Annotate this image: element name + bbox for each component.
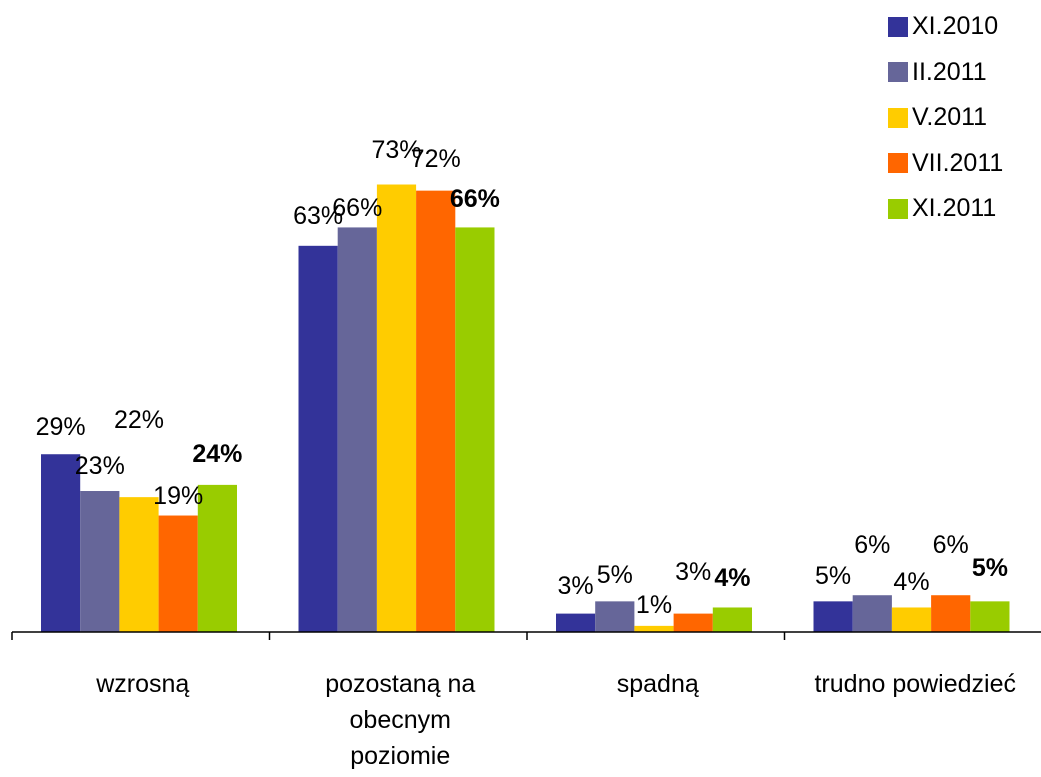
legend-item-4: VII.2011 <box>888 147 1003 180</box>
data-label-2-1: 23% <box>75 452 125 480</box>
bar-1-2 <box>298 245 338 632</box>
bar-5-2 <box>455 227 495 633</box>
legend-swatch <box>888 153 908 173</box>
category-label-2-line-3: poziomie <box>350 742 450 770</box>
x-axis <box>11 631 1041 640</box>
bar-4-2 <box>416 190 456 632</box>
legend-item-3: V.2011 <box>888 101 1003 134</box>
data-label-5-1: 24% <box>192 440 242 468</box>
legend-item-2: II.2011 <box>888 56 1003 89</box>
category-label-2-line-2: obecnym <box>350 706 451 734</box>
bar-2-1 <box>80 491 120 632</box>
data-label-5-2: 66% <box>450 185 500 213</box>
data-label-3-2: 73% <box>371 136 421 164</box>
legend-swatch <box>888 16 908 37</box>
bar-3-1 <box>119 497 159 632</box>
data-label-1-2: 63% <box>293 202 343 230</box>
data-labels-layer: 29%63%3% 5%23%66%5%6%22%73%1%4%19%72%3%6%… <box>36 136 1008 619</box>
legend-label: XI.2011 <box>912 194 997 222</box>
bar-2-3 <box>595 601 635 632</box>
bar-5-3 <box>712 607 752 632</box>
legend-item-1: XI.2010 <box>888 10 1003 43</box>
bar-1-3 <box>556 613 596 632</box>
legend-swatch <box>888 62 908 82</box>
data-label-3-3: 1% <box>636 591 672 619</box>
data-label-3-4: 4% <box>893 568 929 596</box>
category-label-3-line-1: spadną <box>617 670 699 698</box>
data-label-2-2: 66% <box>332 194 382 222</box>
data-label-1-1: 29% <box>36 413 86 441</box>
bar-1-4 <box>813 601 853 632</box>
bar-5-1 <box>197 484 237 632</box>
data-label-4-4: 6% <box>933 531 969 559</box>
category-label-2-line-1: pozostaną na <box>325 670 475 698</box>
data-label-5-4: 5% <box>972 554 1008 582</box>
legend: XI.2010 II.2011 V.2011 VII.2011 XI.2011 <box>888 10 1003 238</box>
bar-2-4 <box>852 595 892 632</box>
data-label-2-4: 6% <box>854 531 890 559</box>
legend-swatch <box>888 198 908 219</box>
bar-3-4 <box>891 607 932 632</box>
bar-4-4 <box>931 595 971 632</box>
legend-label: XI.2010 <box>912 12 999 40</box>
data-label-1-3: 3% <box>558 572 594 600</box>
data-label-4-3: 3% <box>675 558 711 586</box>
data-label-1-4: 5% <box>815 562 851 590</box>
data-label-5-3: 4% <box>714 564 750 592</box>
legend-swatch <box>888 107 908 128</box>
legend-item-5: XI.2011 <box>888 192 1003 225</box>
bar-3-3 <box>634 625 674 632</box>
category-label-4-line-1: trudno powiedzieć <box>814 670 1016 698</box>
legend-label: VII.2011 <box>912 148 1004 177</box>
legend-label: V.2011 <box>912 103 988 131</box>
data-label-3-1: 22% <box>114 406 164 434</box>
data-label-2-3: 5% <box>597 561 633 589</box>
category-label-1-line-1: wzrosną <box>95 670 189 698</box>
bar-5-4 <box>970 601 1010 632</box>
legend-label: II.2011 <box>912 57 987 86</box>
bar-1-1 <box>41 454 81 632</box>
bar-4-1 <box>158 515 198 632</box>
category-labels-layer: wzrosną pozostaną na obecnym poziomie spadną… <box>95 670 1016 770</box>
bar-4-3 <box>673 613 713 632</box>
data-label-4-2: 72% <box>411 145 461 173</box>
bar-2-2 <box>337 227 377 633</box>
data-label-4-1: 19% <box>153 482 203 510</box>
bars-layer <box>41 184 1010 633</box>
bar-3-2 <box>376 184 417 632</box>
